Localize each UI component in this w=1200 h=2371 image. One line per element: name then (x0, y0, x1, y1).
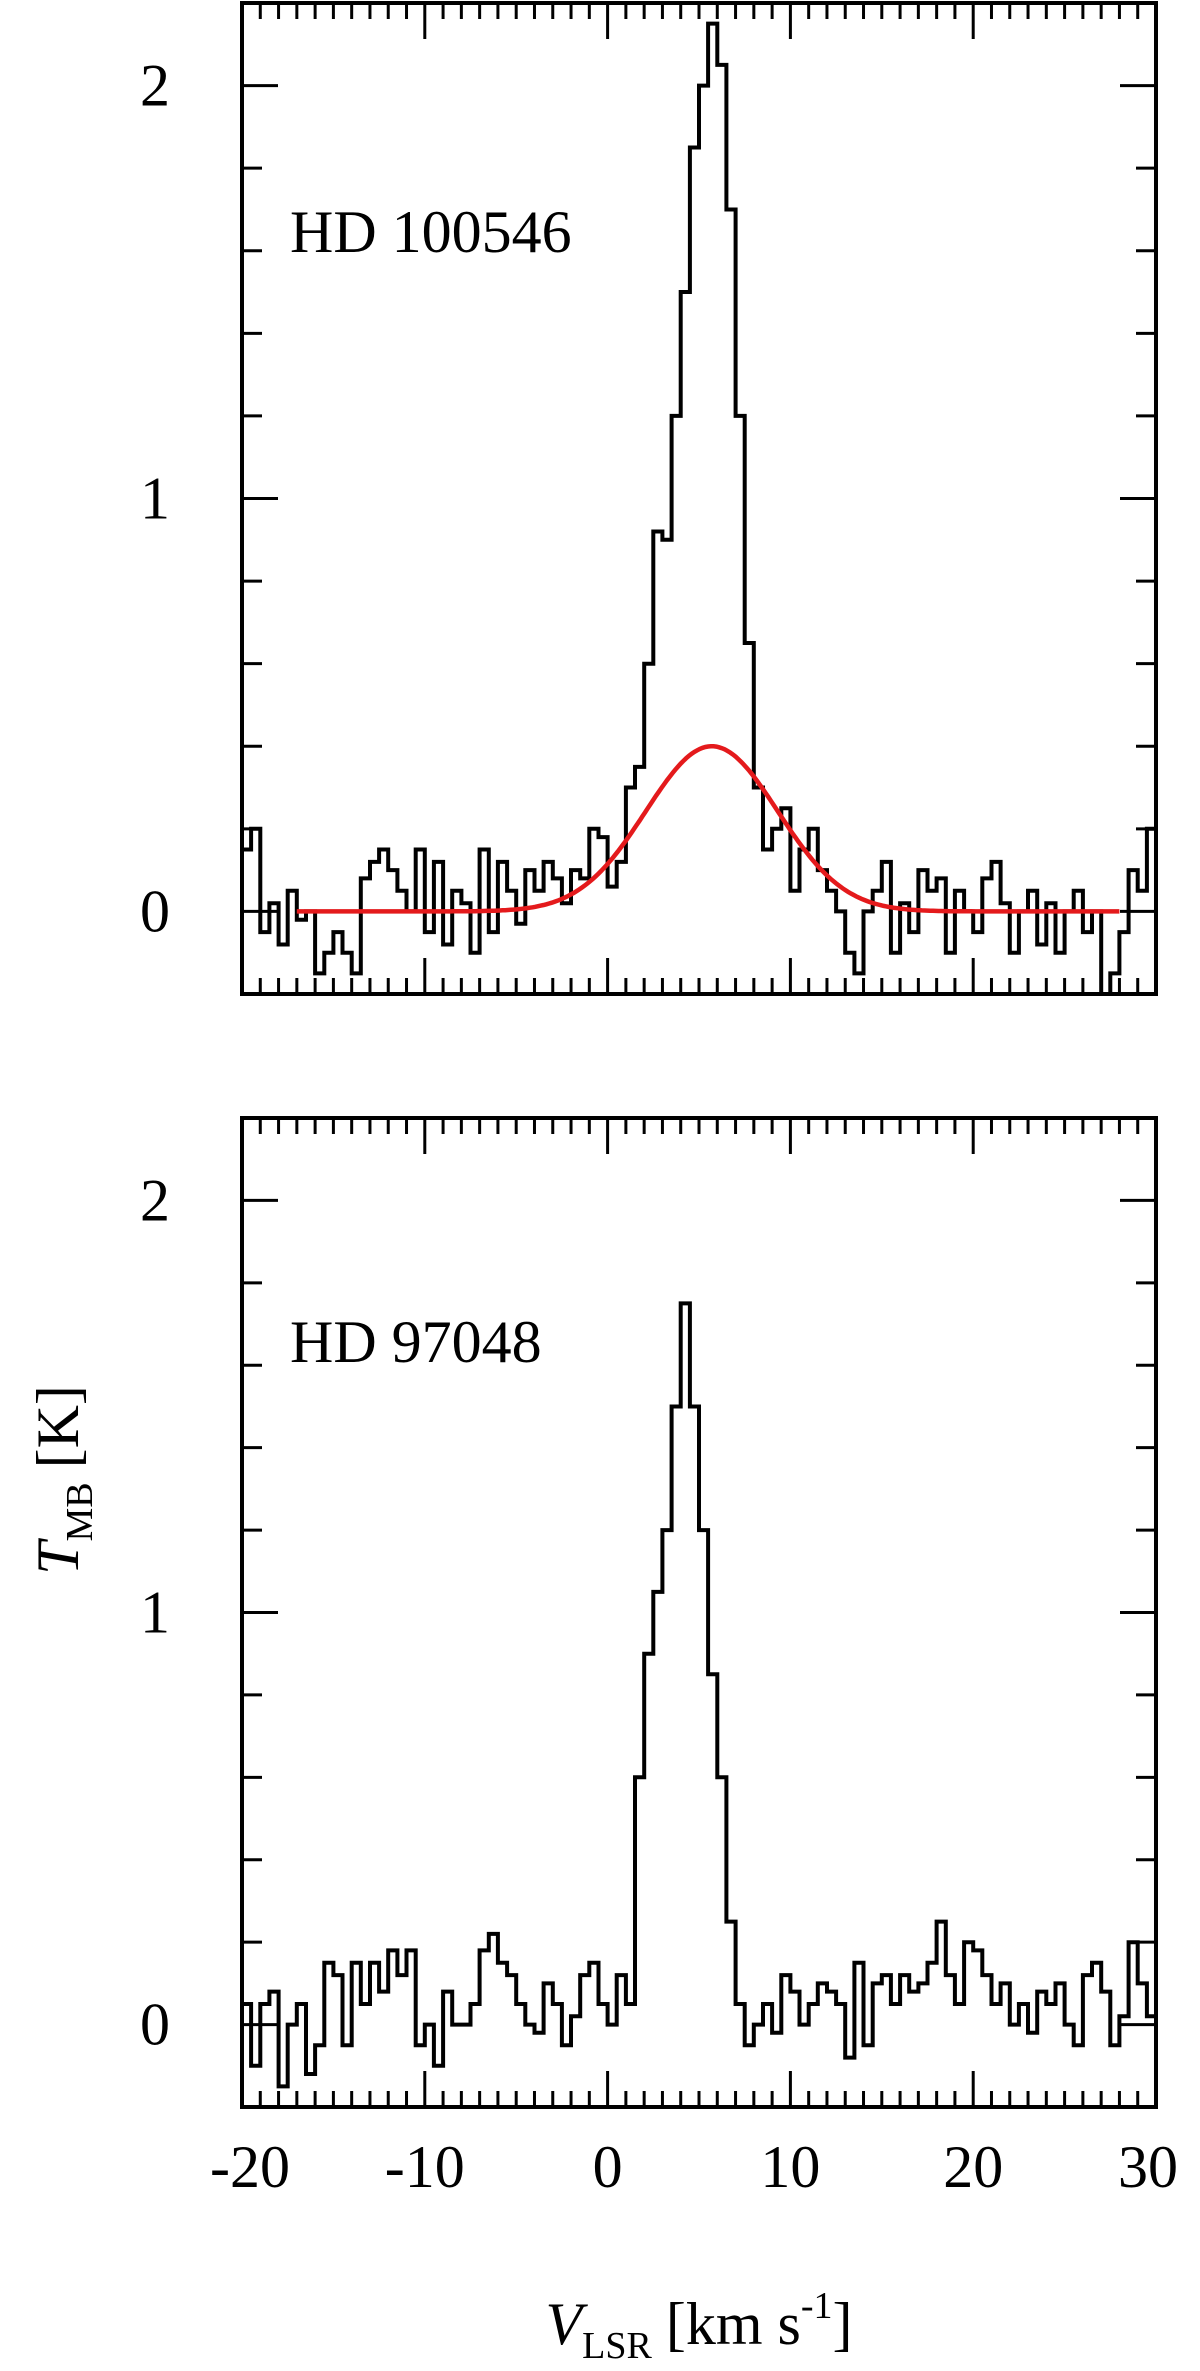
x-tick-label: -20 (210, 2134, 290, 2200)
panel-bottom-y-tick-labels: 0 1 2 (140, 1167, 170, 2057)
y-tick-label: 2 (140, 1167, 170, 1233)
y-axis-title-symbol: T (25, 1538, 91, 1575)
y-tick-label: 1 (140, 466, 170, 532)
panel-top-ticks (240, 1, 1158, 996)
panel-top-label: HD 100546 (290, 199, 572, 265)
x-tick-label: 0 (593, 2134, 623, 2200)
y-axis-title-subscript: MB (59, 1482, 101, 1541)
y-tick-label: 2 (140, 53, 170, 119)
x-axis-title-close: ] (833, 2291, 853, 2357)
x-axis-title-superscript: -1 (801, 2285, 833, 2327)
x-tick-label: 10 (760, 2134, 820, 2200)
panel-bottom: 0 1 2 HD 97048 (140, 1116, 1158, 2109)
x-axis-title-units: [km s (666, 2291, 801, 2357)
panel-1-series-0-spectrum (242, 1301, 1156, 2089)
x-tick-label: -10 (385, 2134, 465, 2200)
y-tick-label: 0 (140, 878, 170, 944)
x-tick-labels: -20 -10 0 10 20 30 (210, 2134, 1178, 2200)
y-axis-title-units: [K] (25, 1385, 91, 1468)
panel-top-series (242, 21, 1156, 996)
y-tick-label: 1 (140, 1580, 170, 1646)
panel-bottom-label: HD 97048 (290, 1309, 542, 1375)
x-axis-title: VLSR [km s-1] (546, 2285, 853, 2367)
panel-0-series-0-spectrum (242, 21, 1156, 996)
x-tick-label: 20 (943, 2134, 1003, 2200)
panel-top-y-tick-labels: 0 1 2 (140, 53, 170, 945)
y-axis-title: TMB [K] (25, 1385, 101, 1575)
x-axis-title-symbol: V (546, 2291, 589, 2357)
panel-bottom-series (242, 1301, 1156, 2089)
x-tick-label: 30 (1118, 2134, 1178, 2200)
panel-top-frame (240, 1, 1158, 996)
panel-bottom-ticks (240, 1116, 1158, 2109)
y-tick-label: 0 (140, 1992, 170, 2058)
panel-bottom-frame (240, 1116, 1158, 2109)
panel-0-series-1-gaussian-fit (296, 744, 1120, 914)
x-axis-title-subscript: LSR (582, 2325, 652, 2367)
panel-top: 0 1 2 HD 100546 (140, 1, 1158, 996)
